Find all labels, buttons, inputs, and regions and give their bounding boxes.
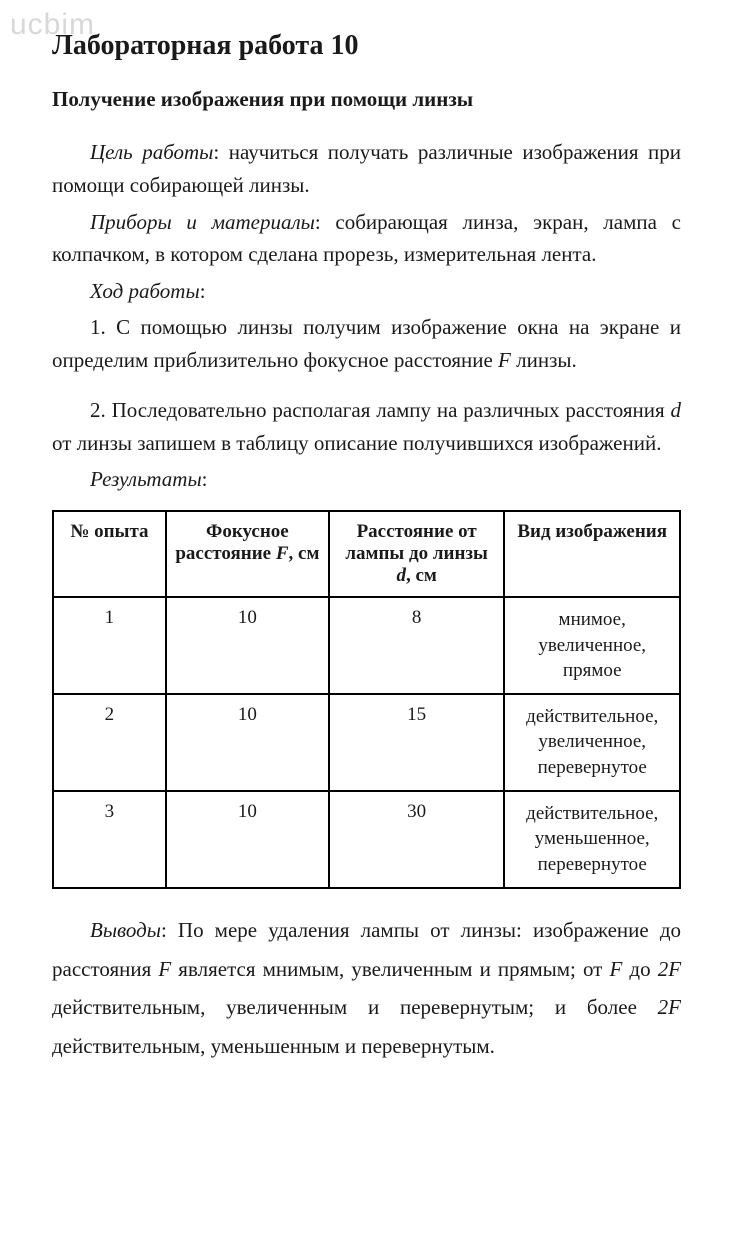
cell-n: 3 (53, 791, 166, 888)
cell-desc: мнимое, увеличенное, прямое (504, 597, 680, 694)
step2-text-b: от линзы запишем в таблицу описание полу… (52, 431, 661, 455)
results-table: № опыта Фокусное расстояние F, см Рассто… (52, 510, 681, 889)
header-d-text-a: Расстояние от лампы до линзы (345, 521, 488, 564)
spacer (52, 380, 681, 394)
procedure-heading: Ход работы: (52, 275, 681, 308)
step1-variable-f: F (498, 348, 511, 372)
results-heading: Результаты: (52, 463, 681, 496)
header-image-type: Вид изобра­жения (504, 511, 680, 597)
step-1: 1. С помощью линзы получим изображение о… (52, 311, 681, 376)
cell-f: 10 (166, 597, 329, 694)
header-d-text-b: , см (406, 565, 437, 586)
cell-n: 1 (53, 597, 166, 694)
lab-subtitle: Получение изображения при помощи линзы (52, 84, 681, 114)
table-row: 1 10 8 мнимое, увеличенное, прямое (53, 597, 680, 694)
conclusion-var-f2: F (609, 957, 622, 981)
step2-variable-d: d (671, 398, 682, 422)
conclusion-label: Выводы (90, 918, 161, 942)
procedure-colon: : (200, 279, 206, 303)
goal-label: Цель работы (90, 140, 213, 164)
cell-d: 8 (329, 597, 505, 694)
step-2: 2. Последовательно располагая лампу на р… (52, 394, 681, 459)
results-label: Результаты (90, 467, 202, 491)
conclusion-paragraph: Выводы: По мере удаления лампы от линзы:… (52, 911, 681, 1066)
conclusion-text-d: действительным, увеличенным и перевернут… (52, 995, 658, 1019)
goal-paragraph: Цель работы: научиться получать различны… (52, 136, 681, 201)
header-experiment-number: № опыта (53, 511, 166, 597)
results-colon: : (202, 467, 208, 491)
equipment-paragraph: Приборы и материалы: собирающая линза, э… (52, 206, 681, 271)
conclusion-var-2f1: 2F (658, 957, 681, 981)
header-focal-length: Фокусное расстояние F, см (166, 511, 329, 597)
conclusion-var-2f2: 2F (658, 995, 681, 1019)
conclusion-var-f1: F (158, 957, 171, 981)
step1-text-b: линзы. (511, 348, 577, 372)
cell-f: 10 (166, 791, 329, 888)
table-row: 3 10 30 действитель­ное, уменьшенное, пе… (53, 791, 680, 888)
cell-d: 30 (329, 791, 505, 888)
cell-desc: действитель­ное, увеличенное, перевернут… (504, 694, 680, 791)
lab-title: Лабораторная работа 10 (52, 30, 681, 62)
header-f-variable: F (276, 543, 289, 564)
procedure-label: Ход работы (90, 279, 200, 303)
table-header-row: № опыта Фокусное расстояние F, см Рассто… (53, 511, 680, 597)
document-body: Лабораторная работа 10 Получение изображ… (52, 30, 681, 1066)
step1-text-a: 1. С помощью линзы получим изображение о… (52, 315, 681, 372)
header-f-text-a: Фокусное расстояние (175, 521, 288, 564)
header-d-variable: d (396, 565, 406, 586)
cell-desc: действитель­ное, уменьшенное, перевернут… (504, 791, 680, 888)
equipment-label: Приборы и материалы (90, 210, 315, 234)
header-distance: Расстояние от лампы до линзы d, см (329, 511, 505, 597)
step2-text-a: 2. Последовательно располагая лампу на р… (90, 398, 671, 422)
conclusion-text-c: до (622, 957, 657, 981)
cell-f: 10 (166, 694, 329, 791)
header-f-text-b: , см (289, 543, 320, 564)
cell-d: 15 (329, 694, 505, 791)
conclusion-text-b: является мнимым, увеличенным и прямым; о… (171, 957, 609, 981)
conclusion-text-e: действительным, уменьшенным и перевернут… (52, 1034, 495, 1058)
cell-n: 2 (53, 694, 166, 791)
table-row: 2 10 15 действитель­ное, увеличенное, пе… (53, 694, 680, 791)
